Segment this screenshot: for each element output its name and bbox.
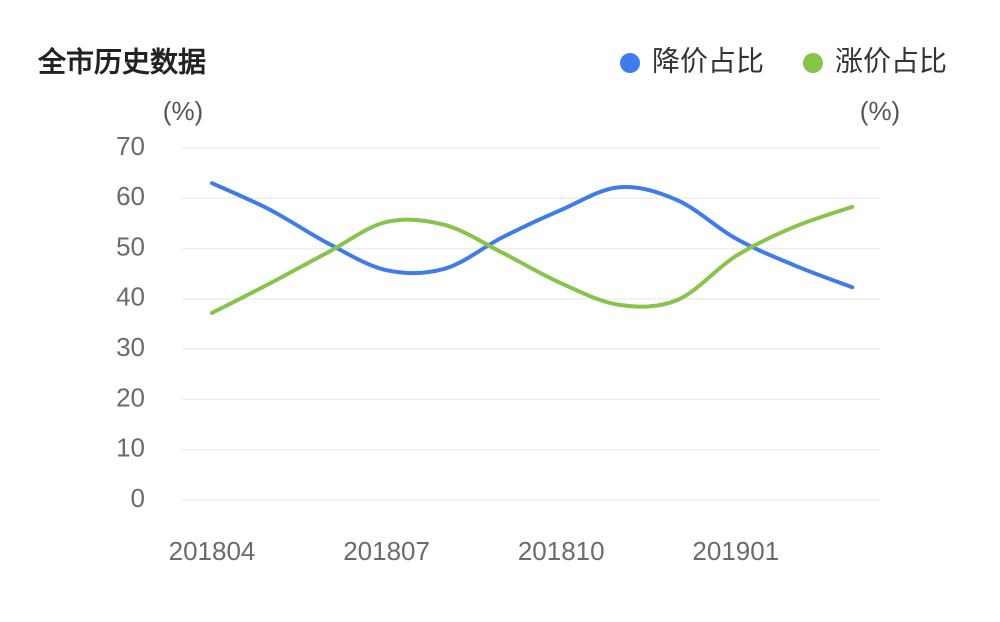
line — [210, 204, 855, 315]
legend-label: 涨价占比 — [835, 45, 947, 76]
y-tick-label: 30 — [116, 332, 145, 362]
legend-swatch — [803, 53, 823, 73]
chart-title: 全市历史数据 — [37, 45, 206, 77]
y2-axis-unit: (%) — [860, 96, 900, 126]
legend-label: 降价占比 — [652, 45, 764, 76]
y-tick-label: 60 — [116, 181, 145, 211]
y-tick-label: 40 — [116, 282, 145, 312]
y-tick-label: 0 — [131, 483, 145, 513]
y-tick-label: 20 — [116, 382, 145, 412]
y-axis-unit: (%) — [163, 96, 203, 126]
y-tick-label: 50 — [116, 231, 145, 261]
x-tick-label: 201810 — [518, 536, 605, 566]
line — [210, 181, 855, 290]
x-tick-label: 201804 — [169, 536, 256, 566]
x-tick-label: 201901 — [692, 536, 779, 566]
x-tick-label: 201807 — [343, 536, 430, 566]
y-tick-label: 70 — [116, 131, 145, 161]
legend: 降价占比 涨价占比 — [620, 45, 947, 76]
y-tick-label: 10 — [116, 433, 145, 463]
legend-swatch — [620, 53, 640, 73]
